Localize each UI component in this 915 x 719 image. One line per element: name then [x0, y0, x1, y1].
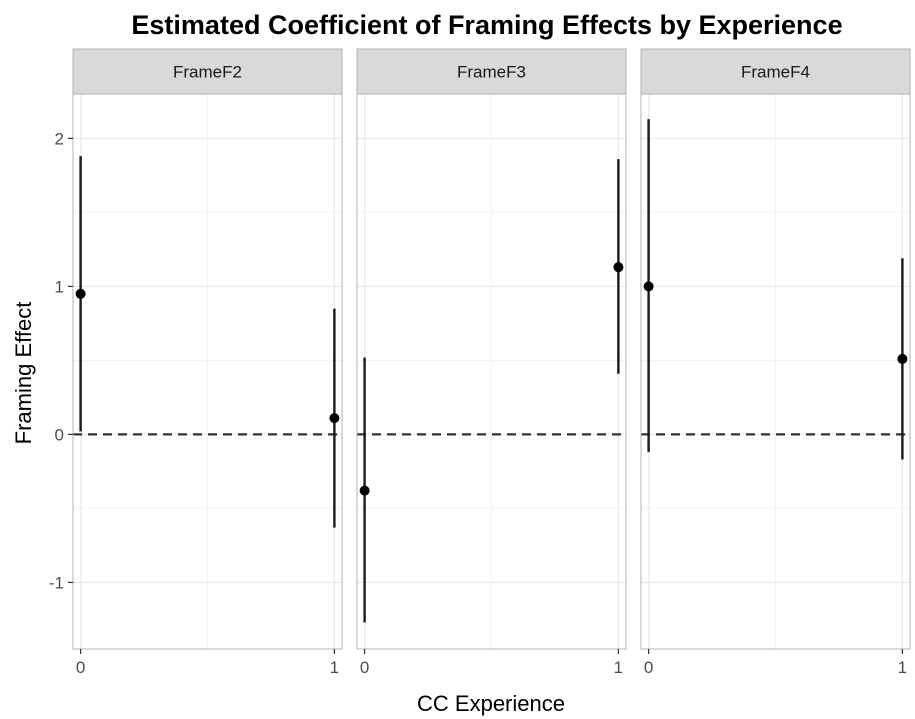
facet-strip: [72, 48, 343, 95]
data-point: [643, 281, 654, 292]
data-point: [75, 288, 86, 299]
facet-panel: FrameF4 0 1: [640, 48, 911, 677]
facet-strip: [356, 48, 627, 95]
x-tick-label: 1: [614, 658, 623, 677]
facet-panel: FrameF2 0 1: [72, 48, 343, 677]
x-tick-label: 0: [644, 658, 653, 677]
y-axis-title: Framing Effect: [11, 302, 36, 445]
facet-strip: [640, 48, 911, 95]
facets: FrameF2 0 1 FrameF3 0 1 FrameF4 0 1: [72, 48, 911, 677]
y-tick-label: 1: [55, 277, 64, 296]
x-axis-title: CC Experience: [417, 691, 565, 716]
facet-panel: FrameF3 0 1: [356, 48, 627, 677]
facet-label: FrameF3: [457, 63, 526, 82]
data-point: [329, 413, 340, 424]
facet-label: FrameF4: [741, 63, 810, 82]
x-tick-label: 0: [360, 658, 369, 677]
data-point: [897, 353, 908, 364]
y-tick-label: -1: [49, 573, 64, 592]
x-tick-label: 1: [898, 658, 907, 677]
data-point: [359, 485, 370, 496]
facet-label: FrameF2: [173, 63, 242, 82]
x-tick-label: 1: [330, 658, 339, 677]
data-point: [613, 262, 624, 273]
y-tick-label: 2: [55, 129, 64, 148]
y-tick-label: 0: [55, 425, 64, 444]
y-axis: -1 0 1 2: [49, 129, 73, 592]
chart-title: Estimated Coefficient of Framing Effects…: [131, 10, 842, 40]
x-tick-label: 0: [76, 658, 85, 677]
